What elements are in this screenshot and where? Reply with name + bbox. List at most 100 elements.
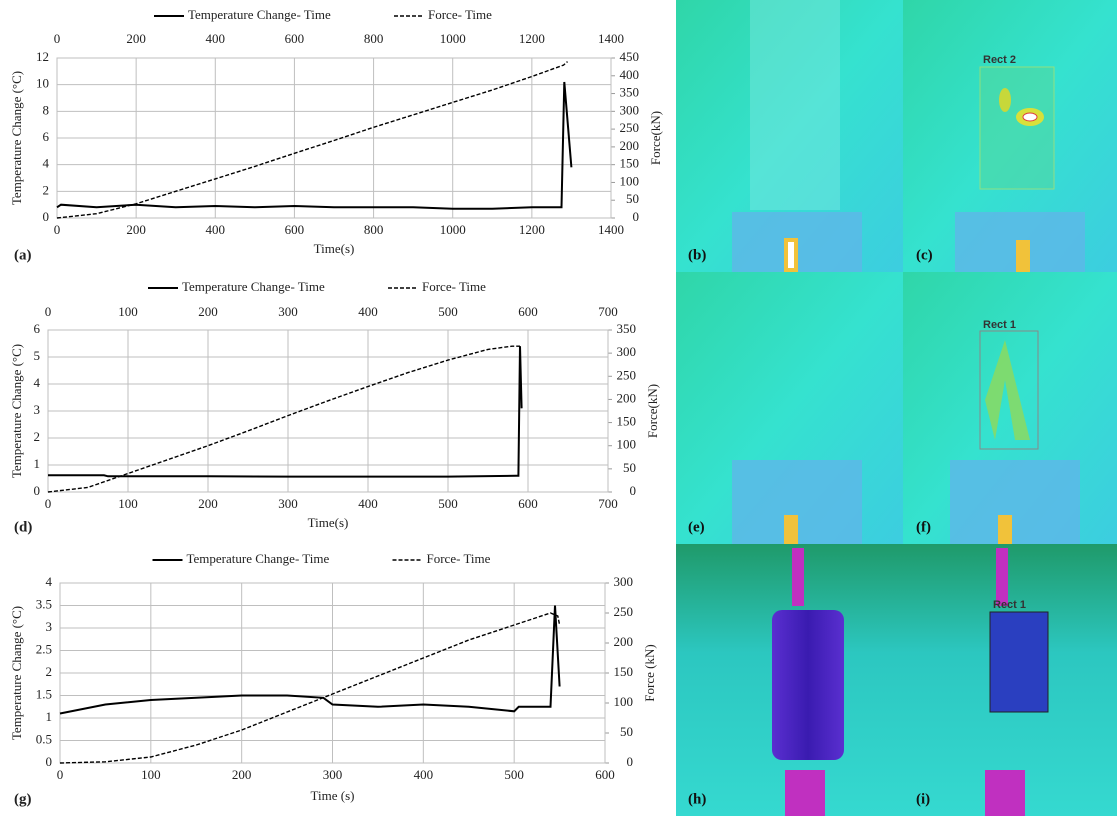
x-tick-label: 0: [45, 496, 52, 511]
y2-tick-label: 150: [617, 414, 637, 429]
y-axis-title: Temperature Change (°C): [9, 71, 24, 205]
y2-tick-label: 250: [620, 120, 640, 135]
y2-tick-label: 400: [620, 67, 640, 82]
y2-tick-label: 50: [626, 191, 639, 206]
y-tick-label: 2.5: [36, 641, 52, 656]
roi-box: [979, 66, 1055, 190]
x-tick-label: 300: [278, 496, 298, 511]
series-line: [59, 612, 561, 764]
series-line: [59, 605, 561, 715]
hot-spot: [999, 88, 1011, 112]
x-top-tick-label: 800: [364, 31, 384, 46]
hot-spot: [998, 515, 1012, 544]
x-axis-title: Time(s): [314, 241, 355, 256]
hot-spot: [792, 548, 804, 606]
x-tick-label: 1200: [519, 222, 545, 237]
y-tick-label: 6: [34, 321, 41, 336]
x-tick-label: 1400: [598, 222, 624, 237]
legend-label: Force- Time: [428, 7, 492, 22]
y-tick-label: 4: [43, 156, 50, 171]
x-top-tick-label: 400: [358, 304, 378, 319]
series-line: [48, 346, 523, 478]
legend-label: Temperature Change- Time: [182, 279, 325, 294]
y-tick-label: 5: [34, 348, 41, 363]
legend-label: Temperature Change- Time: [187, 551, 330, 566]
roi-label: Rect 1: [983, 319, 1016, 331]
y-tick-label: 12: [36, 49, 49, 64]
y-tick-label: 6: [43, 129, 50, 144]
x-top-tick-label: 500: [438, 304, 458, 319]
y-tick-label: 3: [46, 619, 53, 634]
hot-spot: [785, 770, 825, 816]
x-tick-label: 400: [358, 496, 378, 511]
y-tick-label: 8: [43, 102, 50, 117]
x-tick-label: 200: [126, 222, 146, 237]
x-top-tick-label: 700: [598, 304, 618, 319]
legend-label: Force- Time: [422, 279, 486, 294]
series-line: [56, 81, 573, 210]
y2-tick-label: 250: [617, 367, 637, 382]
series-line: [56, 61, 568, 219]
x-tick-label: 700: [598, 496, 618, 511]
x-tick-label: 600: [595, 767, 615, 782]
x-top-tick-label: 600: [518, 304, 538, 319]
roi-label: Rect 1: [993, 599, 1026, 611]
x-tick-label: 200: [198, 496, 218, 511]
y2-tick-label: 200: [617, 390, 637, 405]
x-top-tick-label: 300: [278, 304, 298, 319]
x-axis-title: Time (s): [311, 788, 355, 803]
x-tick-label: 100: [118, 496, 138, 511]
x-tick-label: 400: [414, 767, 434, 782]
hot-spot: [788, 242, 794, 268]
x-tick-label: 0: [57, 767, 64, 782]
specimen: [750, 0, 840, 210]
y2-tick-label: 50: [620, 724, 633, 739]
y-tick-label: 2: [46, 664, 53, 679]
y2-tick-label: 350: [617, 321, 637, 336]
y-tick-label: 1.5: [36, 686, 52, 701]
x-top-tick-label: 0: [54, 31, 61, 46]
x-top-tick-label: 200: [126, 31, 146, 46]
y2-tick-label: 0: [627, 754, 634, 769]
x-tick-label: 0: [54, 222, 61, 237]
hot-spot: [1016, 240, 1030, 272]
y2-tick-label: 300: [614, 574, 634, 589]
fixture: [950, 460, 1080, 544]
hot-spot: [985, 770, 1025, 816]
y-tick-label: 0.5: [36, 731, 52, 746]
y2-tick-label: 100: [617, 437, 637, 452]
series-line: [47, 345, 520, 493]
y2-tick-label: 0: [633, 209, 640, 224]
y2-tick-label: 150: [614, 664, 634, 679]
y-axis-title: Temperature Change (°C): [9, 344, 24, 478]
x-tick-label: 1000: [440, 222, 466, 237]
roi-box: [989, 611, 1049, 713]
x-top-tick-label: 600: [285, 31, 305, 46]
y-tick-label: 3: [34, 402, 41, 417]
plot-frame: [56, 57, 612, 219]
y-tick-label: 3.5: [36, 596, 52, 611]
panel-label: (g): [14, 791, 32, 807]
x-tick-label: 800: [364, 222, 384, 237]
x-tick-label: 300: [323, 767, 343, 782]
y2-axis-title: Force (kN): [642, 644, 657, 701]
image-label: (b): [688, 247, 706, 263]
x-tick-label: 500: [504, 767, 524, 782]
x-top-tick-label: 1200: [519, 31, 545, 46]
x-top-tick-label: 1400: [598, 31, 624, 46]
x-top-tick-label: 200: [198, 304, 218, 319]
y-tick-label: 2: [43, 182, 50, 197]
roi-box: [979, 330, 1039, 450]
y-axis-title: Temperature Change (°C): [9, 606, 24, 740]
y2-tick-label: 150: [620, 156, 640, 171]
y2-tick-label: 450: [620, 49, 640, 64]
x-tick-label: 100: [141, 767, 161, 782]
x-tick-label: 500: [438, 496, 458, 511]
y-tick-label: 0: [43, 209, 50, 224]
image-label: (e): [688, 519, 705, 535]
x-tick-label: 200: [232, 767, 252, 782]
x-top-tick-label: 400: [206, 31, 226, 46]
x-top-tick-label: 100: [118, 304, 138, 319]
plot-frame: [59, 582, 606, 764]
